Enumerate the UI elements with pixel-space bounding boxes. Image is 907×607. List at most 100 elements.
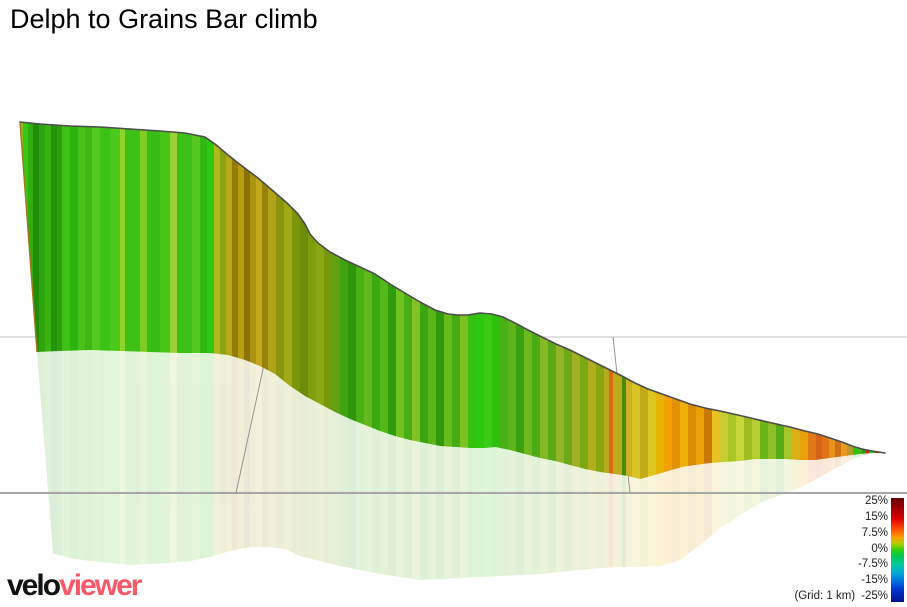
gradient-stripe [704,350,713,580]
gradient-stripe [140,122,148,479]
gradient-stripe [829,350,836,580]
gradient-stripe [160,122,171,479]
gradient-stripe [835,350,842,580]
gradient-stripe [226,122,233,479]
gradient-stripe [380,350,389,580]
gradient-stripe [672,350,681,580]
gradient-stripe [744,122,753,479]
gradient-legend-colorbar [891,498,904,602]
gradient-stripe [372,350,381,580]
gradient-stripe [70,122,79,479]
gradient-stripe [412,350,421,580]
gradient-stripe [816,350,823,580]
gradient-stripe [70,350,79,580]
gradient-stripe [332,122,341,479]
gradient-stripe [776,122,785,479]
gradient-stripe [300,350,309,580]
gradient-stripe [784,122,793,479]
gradient-stripe [632,350,641,580]
gradient-stripe [28,122,34,479]
gradient-stripe [262,350,269,580]
gradient-stripe [45,122,52,479]
gradient-stripe [256,350,263,580]
gradient-stripe [232,350,239,580]
gradient-stripe [85,122,93,479]
gradient-stripe [200,350,208,580]
gradient-stripe [292,122,301,479]
gradient-stripe [244,122,251,479]
gradient-stripe [348,350,357,580]
gradient-stripe [340,350,349,580]
gradient-stripe [768,122,777,479]
logo-velo-text: velo [7,569,61,602]
gradient-stripe [572,350,581,580]
gradient-stripe [214,122,221,479]
legend-tick-label: -7.5% [857,558,888,571]
gradient-stripe [33,122,40,479]
gradient-stripe [808,350,817,580]
page-title: Delph to Grains Bar climb [10,4,318,34]
gradient-stripe [256,122,263,479]
gradient-stripe [268,122,277,479]
gradient-stripe [613,350,623,580]
gradient-stripe [250,350,257,580]
gradient-stripe [78,122,86,479]
gradient-stripe [364,350,373,580]
gradient-stripe [736,122,745,479]
veloviewer-logo[interactable]: veloviewer [7,569,142,602]
gradient-stripe [308,350,317,580]
gradient-stripe [250,122,257,479]
gradient-stripe [220,350,227,580]
gradient-stripe [476,350,485,580]
gradient-legend-labels: 25% 15% 7.5% 0% -7.5% -15% (Grid: 1 km) -25% [794,494,888,605]
gradient-stripe [744,350,753,580]
gradient-stripe [57,122,63,479]
gradient-stripe [284,350,293,580]
legend-tick-label: 15% [864,510,888,523]
gradient-stripe [524,350,533,580]
gradient-stripe [147,350,161,580]
legend-tick-label: 25% [864,495,888,507]
gradient-stripe [51,122,58,479]
gradient-stripe [508,350,517,580]
gradient-stripe [609,350,614,580]
gradient-stripe [492,350,501,580]
gradient-stripe [92,122,101,479]
gradient-stripe [626,350,633,580]
gradient-stripe [596,350,605,580]
gradient-stripe [720,350,729,580]
gradient-stripe [752,350,761,580]
gradient-stripe [588,350,597,580]
gradient-stripe [192,122,201,479]
gradient-stripe [688,350,697,580]
gradient-stripe [200,122,208,479]
gradient-stripe [356,350,365,580]
gradient-stripe [436,350,445,580]
legend-tick-label: 7.5% [861,526,888,539]
gradient-stripe [78,350,86,580]
gradient-stripe [232,122,239,479]
gradient-stripe [276,350,285,580]
gradient-stripe [792,350,801,580]
gradient-stripe [220,122,227,479]
profile-top-outline [19,121,886,454]
gradient-stripe [170,350,178,580]
gradient-stripe [516,350,525,580]
gradient-stripe [604,350,610,580]
gradient-stripe [262,122,269,479]
gradient-stripe [760,122,769,479]
gradient-stripe [214,350,221,580]
gradient-stripe [404,122,413,479]
gradient-stripe [776,350,785,580]
gradient-stripe [292,350,301,580]
gradient-stripe [268,350,277,580]
gradient-stripe [308,122,317,479]
gradient-stripe [92,350,101,580]
gradient-stripe [396,122,405,479]
gradient-stripe [420,350,429,580]
gradient-stripe [428,350,437,580]
gradient-stripe [648,350,657,580]
gradient-stripe [340,122,349,479]
